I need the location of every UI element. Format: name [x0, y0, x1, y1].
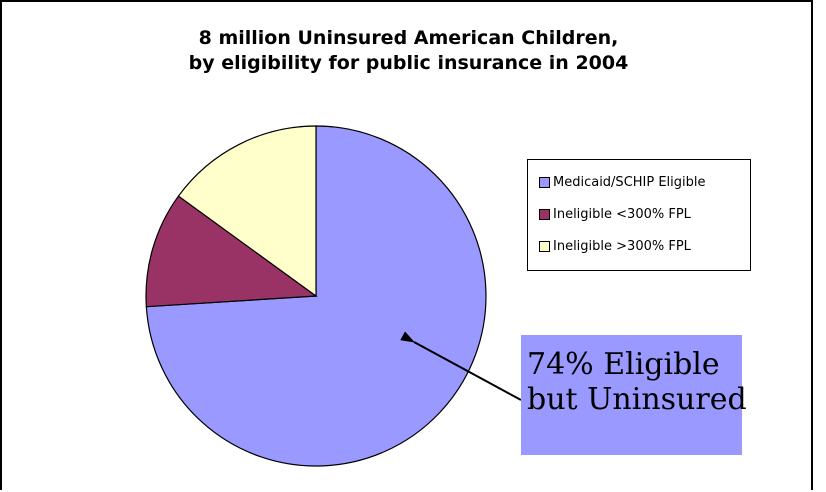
- callout-line-2: but Uninsured: [527, 382, 747, 417]
- callout-annotation: 74% Eligible but Uninsured: [521, 335, 747, 455]
- legend-label: Ineligible >300% FPL: [553, 238, 691, 254]
- chart-title-line-2: by eligibility for public insurance in 2…: [188, 52, 629, 74]
- legend-item-ineligible-under-300: Ineligible <300% FPL: [528, 198, 750, 230]
- legend: Medicaid/SCHIP Eligible Ineligible <300%…: [527, 159, 751, 271]
- legend-label: Medicaid/SCHIP Eligible: [553, 174, 706, 190]
- legend-swatch: [539, 208, 550, 220]
- legend-swatch: [539, 240, 550, 252]
- legend-label: Ineligible <300% FPL: [553, 206, 691, 222]
- chart-title: 8 million Uninsured American Children, b…: [2, 26, 815, 76]
- legend-swatch: [539, 176, 550, 188]
- callout-line-1: 74% Eligible: [527, 347, 720, 382]
- chart-title-line-1: 8 million Uninsured American Children,: [198, 27, 619, 49]
- legend-item-ineligible-over-300: Ineligible >300% FPL: [528, 230, 750, 262]
- callout-arrow: [400, 331, 522, 401]
- pie-slice-ineligible-300-fpl: [145, 195, 318, 308]
- pie-slice-ineligible-300-fpl: [177, 125, 317, 298]
- legend-item-medicaid-schip-eligible: Medicaid/SCHIP Eligible: [528, 166, 750, 198]
- pie-slices: [145, 125, 487, 467]
